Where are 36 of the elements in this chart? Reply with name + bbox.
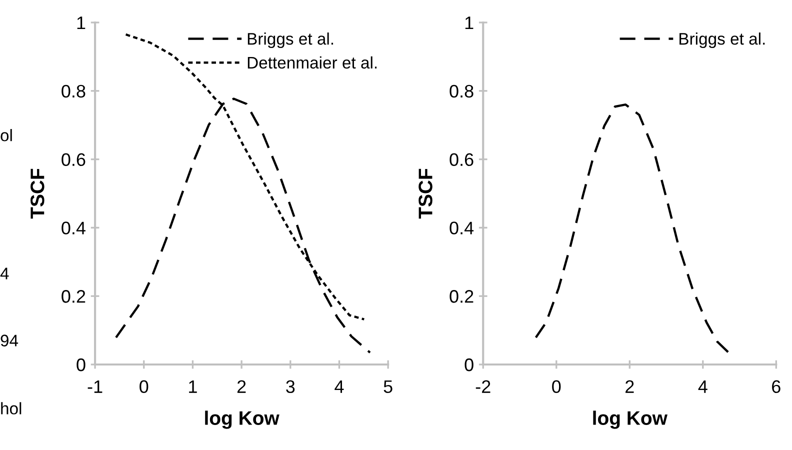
x-tick-label: 5 [384, 380, 392, 394]
x-tick-label: 0 [552, 380, 561, 394]
legend-label: Briggs et al. [680, 32, 765, 48]
x-tick-label: 2 [626, 380, 634, 393]
y-axis-title: TSCF [418, 168, 432, 219]
x-tick-label: 0 [140, 380, 148, 394]
legend-label: Briggs et al. [248, 32, 334, 48]
y-tick-label: 0.6 [62, 153, 86, 166]
y-tick-label: 1 [77, 16, 86, 30]
x-tick-label: 1 [189, 380, 197, 393]
y-tick-label: 0.8 [450, 84, 474, 98]
x-axis-title: log Kow [205, 410, 280, 429]
y-tick-label: 1 [465, 16, 474, 30]
legend-label: Dettenmaier et al. [248, 56, 377, 69]
y-tick-label: 0.4 [62, 222, 86, 234]
x-tick-label: 4 [334, 380, 344, 393]
text: 94 [0, 334, 18, 346]
y-tick-label: 0.8 [62, 84, 86, 98]
x-tick-label: 6 [772, 380, 780, 394]
x-tick-label: 2 [237, 380, 246, 393]
text: 4 [0, 268, 9, 280]
y-tick-label: 0.2 [62, 290, 86, 303]
y-tick-label: 0.6 [450, 153, 474, 166]
x-tick-label: -2 [476, 380, 490, 393]
x-axis-title: log Kow [593, 410, 668, 429]
x-tick-label: 4 [698, 380, 708, 393]
text: ol [0, 129, 12, 142]
x-tick-label: -1 [88, 380, 102, 393]
text: hol [1, 402, 22, 414]
y-axis-title: TSCF [30, 168, 44, 219]
y-tick-label: 0.2 [450, 290, 474, 303]
y-tick-label: 0 [76, 358, 86, 372]
y-tick-label: 0.4 [450, 222, 474, 234]
y-tick-label: 0 [464, 358, 474, 372]
line-series [534, 103, 731, 355]
x-tick-label: 3 [286, 380, 295, 394]
